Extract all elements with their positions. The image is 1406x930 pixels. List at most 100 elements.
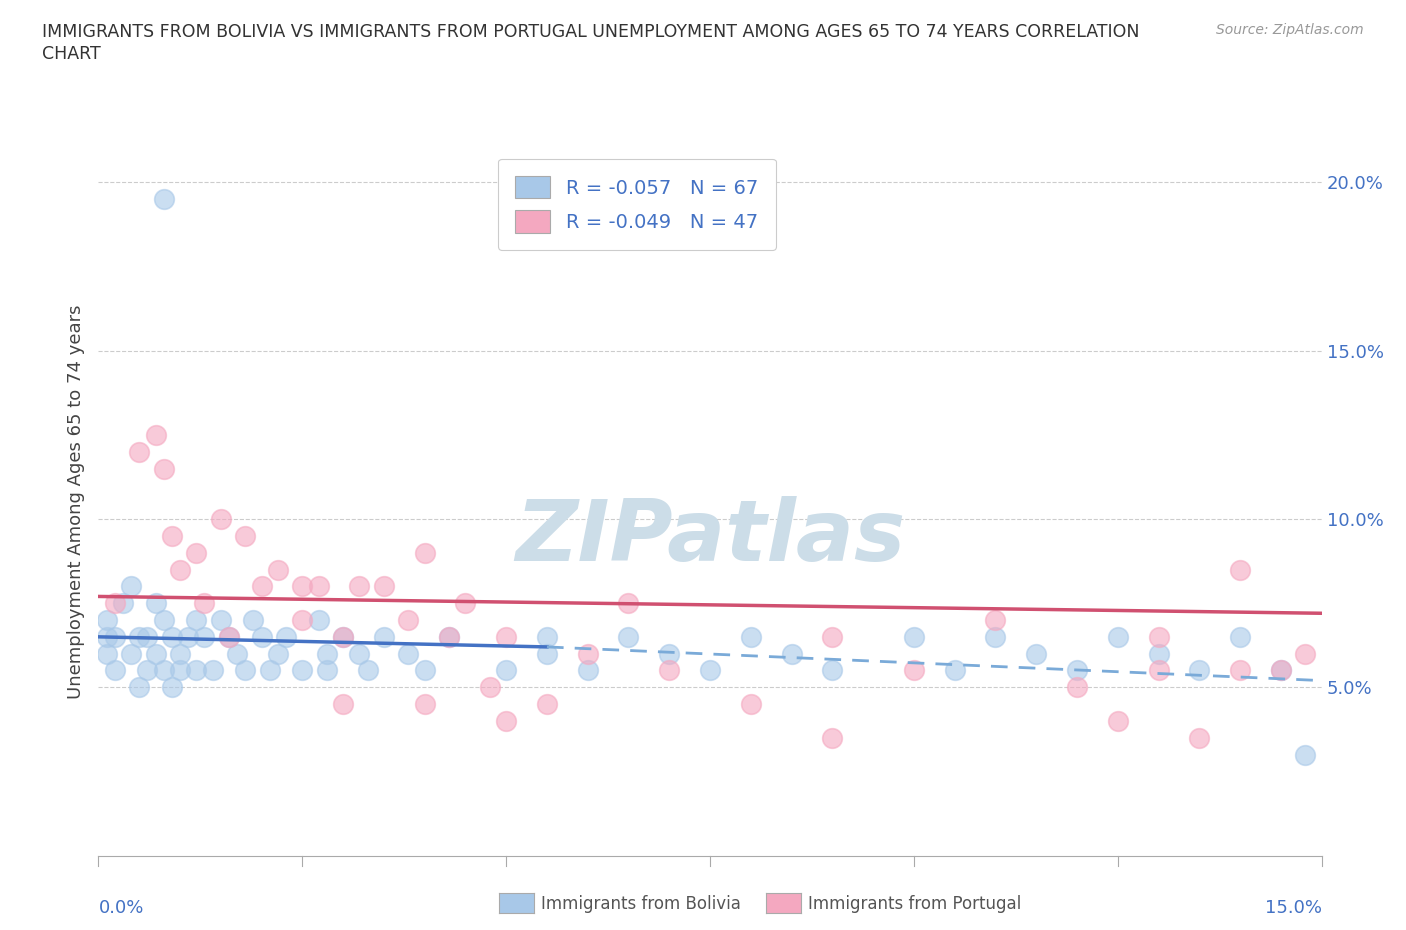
Point bbox=[136, 630, 159, 644]
Point bbox=[1147, 630, 1170, 644]
Point bbox=[160, 680, 183, 695]
Point bbox=[259, 663, 281, 678]
Point bbox=[250, 578, 273, 593]
Point bbox=[201, 663, 224, 678]
Point bbox=[209, 512, 232, 526]
Point bbox=[454, 596, 477, 611]
Point bbox=[740, 697, 762, 711]
Point bbox=[267, 562, 290, 577]
Point bbox=[120, 646, 142, 661]
Point bbox=[160, 528, 183, 543]
Point bbox=[315, 646, 337, 661]
Point bbox=[617, 596, 640, 611]
Point bbox=[267, 646, 290, 661]
Point bbox=[128, 680, 150, 695]
Text: 0.0%: 0.0% bbox=[98, 899, 143, 917]
Point bbox=[332, 630, 354, 644]
Point bbox=[780, 646, 803, 661]
Point bbox=[396, 646, 419, 661]
Legend: R = -0.057   N = 67, R = -0.049   N = 47: R = -0.057 N = 67, R = -0.049 N = 47 bbox=[498, 158, 776, 250]
Point bbox=[1107, 630, 1129, 644]
Point bbox=[96, 646, 118, 661]
Point bbox=[740, 630, 762, 644]
Point bbox=[437, 630, 460, 644]
Point bbox=[308, 613, 330, 628]
Text: Source: ZipAtlas.com: Source: ZipAtlas.com bbox=[1216, 23, 1364, 37]
Point bbox=[152, 192, 174, 206]
Point bbox=[617, 630, 640, 644]
Point bbox=[152, 613, 174, 628]
Text: Immigrants from Bolivia: Immigrants from Bolivia bbox=[541, 895, 741, 913]
Point bbox=[1066, 680, 1088, 695]
Text: 15.0%: 15.0% bbox=[1264, 899, 1322, 917]
Point bbox=[233, 663, 256, 678]
Text: IMMIGRANTS FROM BOLIVIA VS IMMIGRANTS FROM PORTUGAL UNEMPLOYMENT AMONG AGES 65 T: IMMIGRANTS FROM BOLIVIA VS IMMIGRANTS FR… bbox=[42, 23, 1140, 41]
Point bbox=[233, 528, 256, 543]
Point bbox=[111, 596, 134, 611]
Point bbox=[96, 630, 118, 644]
Point bbox=[1107, 713, 1129, 728]
Point bbox=[413, 545, 436, 560]
Point bbox=[1147, 663, 1170, 678]
Point bbox=[576, 646, 599, 661]
Point bbox=[315, 663, 337, 678]
Point bbox=[536, 630, 558, 644]
Point bbox=[1025, 646, 1047, 661]
Point bbox=[1229, 663, 1251, 678]
Point bbox=[984, 630, 1007, 644]
Point bbox=[536, 225, 558, 240]
Point bbox=[699, 663, 721, 678]
Point bbox=[104, 663, 127, 678]
Point bbox=[373, 578, 395, 593]
Point bbox=[1229, 562, 1251, 577]
Point bbox=[186, 663, 208, 678]
Point bbox=[413, 663, 436, 678]
Point bbox=[226, 646, 249, 661]
Point bbox=[193, 630, 215, 644]
Point bbox=[160, 630, 183, 644]
Point bbox=[291, 613, 314, 628]
Point bbox=[169, 646, 191, 661]
Point bbox=[536, 646, 558, 661]
Point bbox=[169, 663, 191, 678]
Point bbox=[177, 630, 200, 644]
Point bbox=[373, 630, 395, 644]
Text: CHART: CHART bbox=[42, 45, 101, 62]
Point bbox=[209, 613, 232, 628]
Point bbox=[349, 646, 371, 661]
Point bbox=[218, 630, 240, 644]
Point bbox=[1229, 630, 1251, 644]
Point bbox=[186, 613, 208, 628]
Point bbox=[1294, 646, 1316, 661]
Point bbox=[658, 646, 681, 661]
Point bbox=[250, 630, 273, 644]
Point bbox=[413, 697, 436, 711]
Point bbox=[152, 663, 174, 678]
Text: ZIPatlas: ZIPatlas bbox=[515, 496, 905, 579]
Point bbox=[536, 697, 558, 711]
Point bbox=[136, 663, 159, 678]
Point bbox=[349, 578, 371, 593]
Point bbox=[332, 630, 354, 644]
Point bbox=[152, 461, 174, 476]
Point bbox=[1270, 663, 1292, 678]
Point bbox=[495, 713, 517, 728]
Point bbox=[193, 596, 215, 611]
Point bbox=[128, 445, 150, 459]
Point bbox=[821, 663, 844, 678]
Point bbox=[104, 630, 127, 644]
Point bbox=[128, 630, 150, 644]
Point bbox=[308, 578, 330, 593]
Text: Immigrants from Portugal: Immigrants from Portugal bbox=[808, 895, 1022, 913]
Point bbox=[145, 596, 167, 611]
Point bbox=[96, 613, 118, 628]
Point bbox=[903, 630, 925, 644]
Point bbox=[821, 730, 844, 745]
Point bbox=[495, 663, 517, 678]
Point bbox=[145, 428, 167, 443]
Point bbox=[821, 630, 844, 644]
Point bbox=[291, 578, 314, 593]
Point bbox=[169, 562, 191, 577]
Point bbox=[274, 630, 297, 644]
Point bbox=[1294, 747, 1316, 762]
